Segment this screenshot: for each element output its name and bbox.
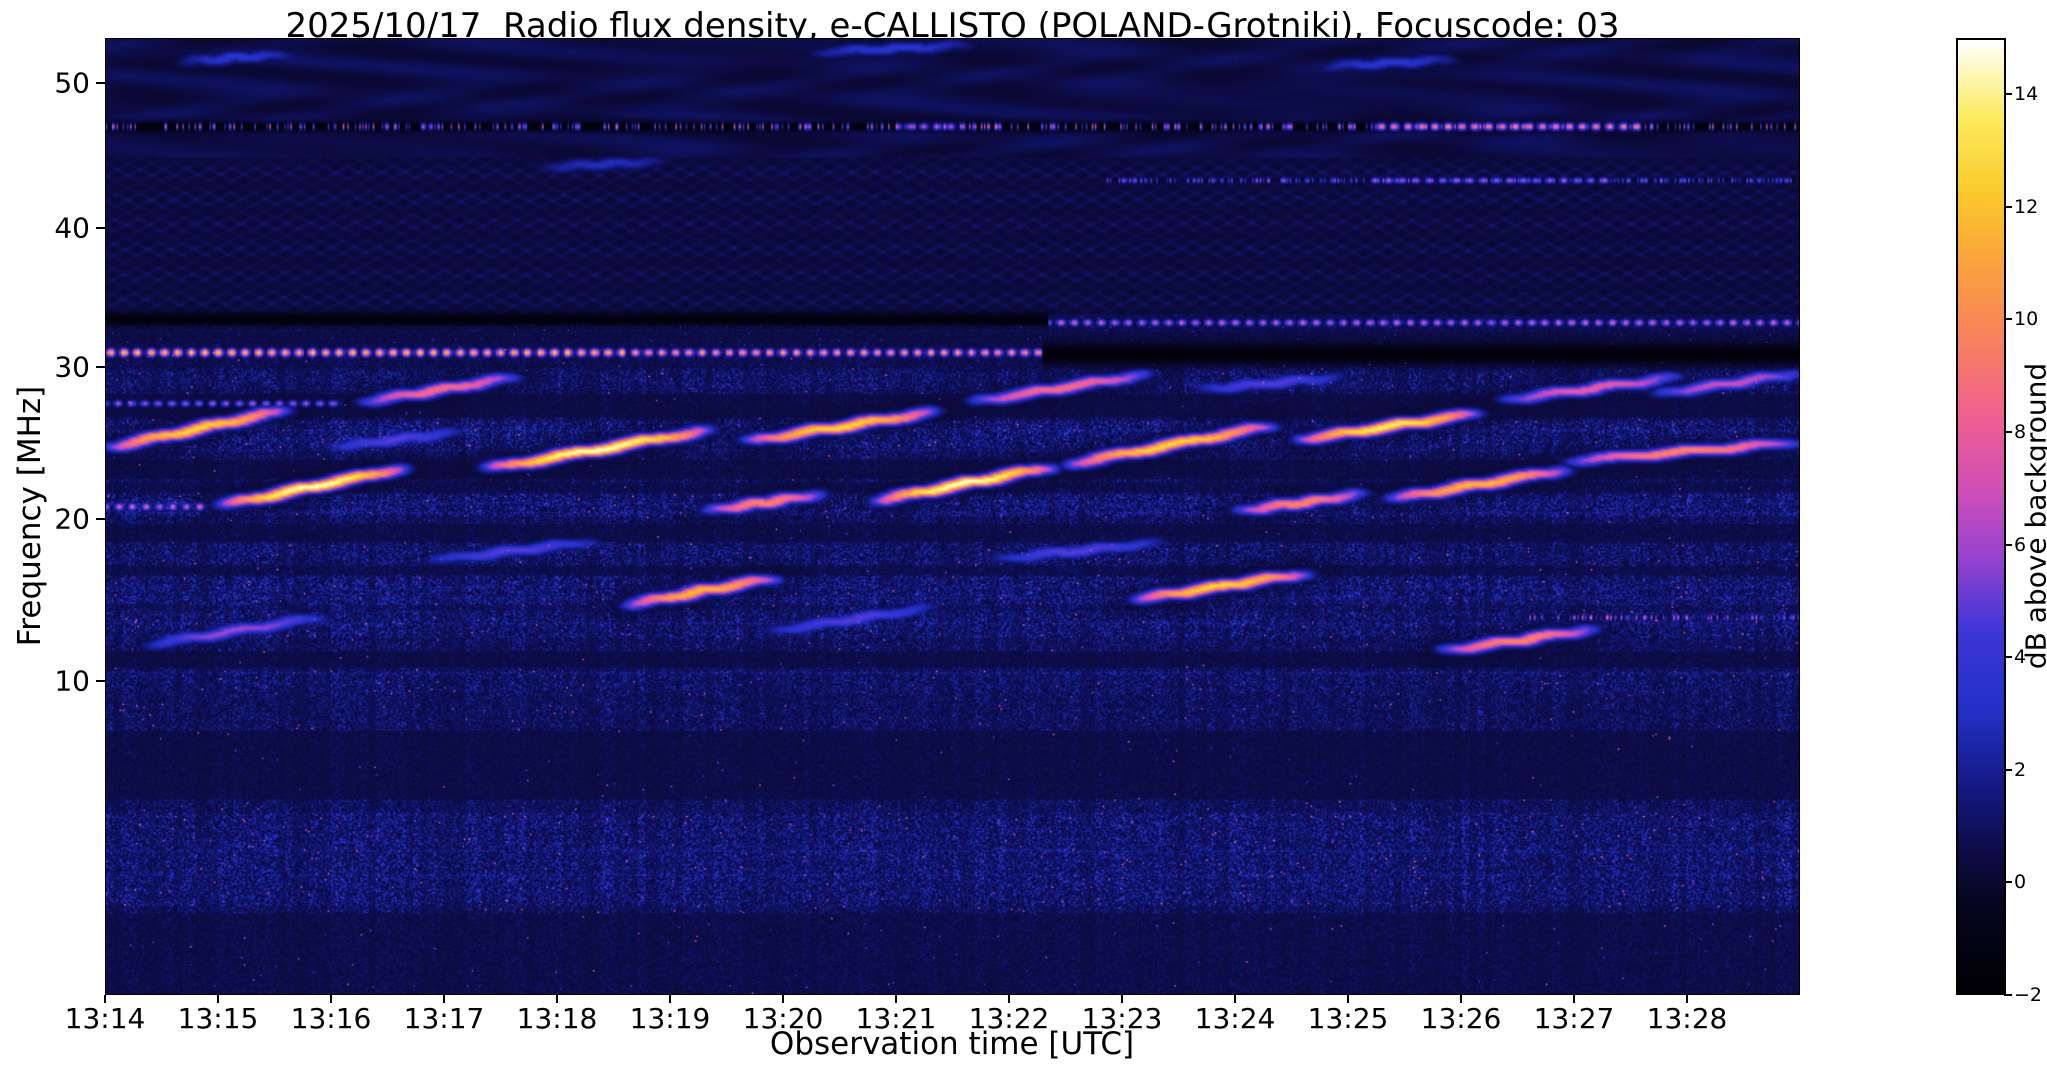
colorbar-tick-label: −2 [2014,984,2043,1006]
x-tick-label: 13:24 [1194,1002,1276,1035]
x-tick-mark [1460,995,1462,1003]
colorbar-tick-mark [2004,318,2012,321]
colorbar-tick-mark [2004,205,2012,208]
x-tick-label: 13:19 [629,1002,711,1035]
colorbar-gradient [1958,40,2004,993]
x-tick-label: 13:18 [516,1002,598,1035]
x-tick-mark [443,995,445,1003]
colorbar-tick-mark [2004,543,2012,546]
y-tick-mark [96,81,105,84]
colorbar-tick-label: 0 [2014,871,2027,894]
y-tick-label: 40 [54,211,90,245]
y-tick-label: 20 [54,502,90,536]
colorbar-tick-label: 2 [2014,758,2027,781]
x-tick-label: 13:27 [1533,1002,1615,1035]
colorbar [1956,38,2006,995]
colorbar-tick-label: 12 [2014,195,2039,218]
y-tick-label: 30 [54,350,90,384]
x-tick-mark [895,995,897,1003]
colorbar-tick-mark [2004,881,2012,884]
x-tick-label: 13:20 [742,1002,824,1035]
y-tick-mark [96,680,105,683]
x-tick-mark [1008,995,1010,1003]
x-tick-mark [330,995,332,1003]
colorbar-tick-label: 14 [2014,83,2039,106]
x-tick-label: 13:23 [1081,1002,1163,1035]
x-tick-label: 13:28 [1646,1002,1728,1035]
y-tick-label: 50 [54,66,90,100]
plot-area [105,38,1800,995]
y-tick-mark [96,227,105,230]
x-tick-mark [1686,995,1688,1003]
x-tick-label: 13:15 [177,1002,259,1035]
x-tick-mark [669,995,671,1003]
x-tick-label: 13:16 [290,1002,372,1035]
y-tick-mark [96,366,105,369]
x-tick-label: 13:17 [403,1002,485,1035]
x-tick-label: 13:21 [855,1002,937,1035]
spectrogram-canvas [106,39,1799,994]
x-tick-label: 13:25 [1307,1002,1389,1035]
x-tick-mark [104,995,106,1003]
colorbar-tick-mark [2004,93,2012,96]
x-tick-mark [217,995,219,1003]
colorbar-tick-label: 4 [2014,646,2027,669]
x-tick-mark [556,995,558,1003]
x-tick-label: 13:22 [968,1002,1050,1035]
x-axis-label: Observation time [UTC] [769,1026,1135,1062]
x-tick-mark [1347,995,1349,1003]
y-tick-mark [96,518,105,521]
x-tick-label: 13:14 [64,1002,146,1035]
x-tick-mark [1573,995,1575,1003]
x-tick-label: 13:26 [1420,1002,1502,1035]
colorbar-tick-label: 6 [2014,533,2027,556]
colorbar-tick-mark [2004,431,2012,434]
x-tick-mark [1121,995,1123,1003]
y-tick-label: 10 [54,664,90,698]
colorbar-tick-mark [2004,656,2012,659]
colorbar-tick-label: 10 [2014,308,2039,331]
x-tick-mark [782,995,784,1003]
colorbar-tick-label: 8 [2014,421,2027,444]
colorbar-label: dB above background [2019,362,2047,670]
colorbar-tick-mark [2004,768,2012,771]
colorbar-tick-mark [2004,994,2012,996]
x-tick-mark [1234,995,1236,1003]
